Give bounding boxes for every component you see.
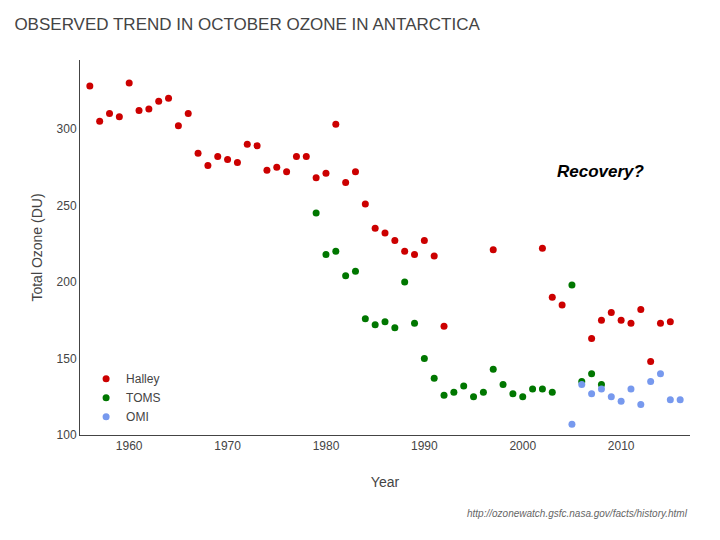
svg-text:Recovery?: Recovery?: [557, 162, 645, 181]
svg-text:http://ozonewatch.gsfc.nasa.go: http://ozonewatch.gsfc.nasa.gov/facts/hi…: [467, 508, 688, 519]
svg-text:1980: 1980: [313, 439, 340, 453]
svg-text:2000: 2000: [509, 439, 536, 453]
svg-text:250: 250: [57, 199, 77, 213]
svg-text:1960: 1960: [116, 439, 143, 453]
svg-text:TOMS: TOMS: [126, 391, 160, 405]
svg-text:Total Ozone (DU): Total Ozone (DU): [29, 193, 45, 301]
svg-text:Year: Year: [371, 474, 400, 490]
svg-text:OMI: OMI: [126, 410, 149, 424]
svg-text:OBSERVED TREND IN OCTOBER OZON: OBSERVED TREND IN OCTOBER OZONE IN ANTAR…: [14, 15, 480, 34]
svg-text:1970: 1970: [214, 439, 241, 453]
svg-text:1990: 1990: [411, 439, 438, 453]
svg-text:Halley: Halley: [126, 372, 159, 386]
svg-text:200: 200: [57, 275, 77, 289]
svg-text:150: 150: [57, 352, 77, 366]
svg-text:2010: 2010: [608, 439, 635, 453]
svg-text:300: 300: [57, 122, 77, 136]
svg-text:100: 100: [57, 428, 77, 442]
